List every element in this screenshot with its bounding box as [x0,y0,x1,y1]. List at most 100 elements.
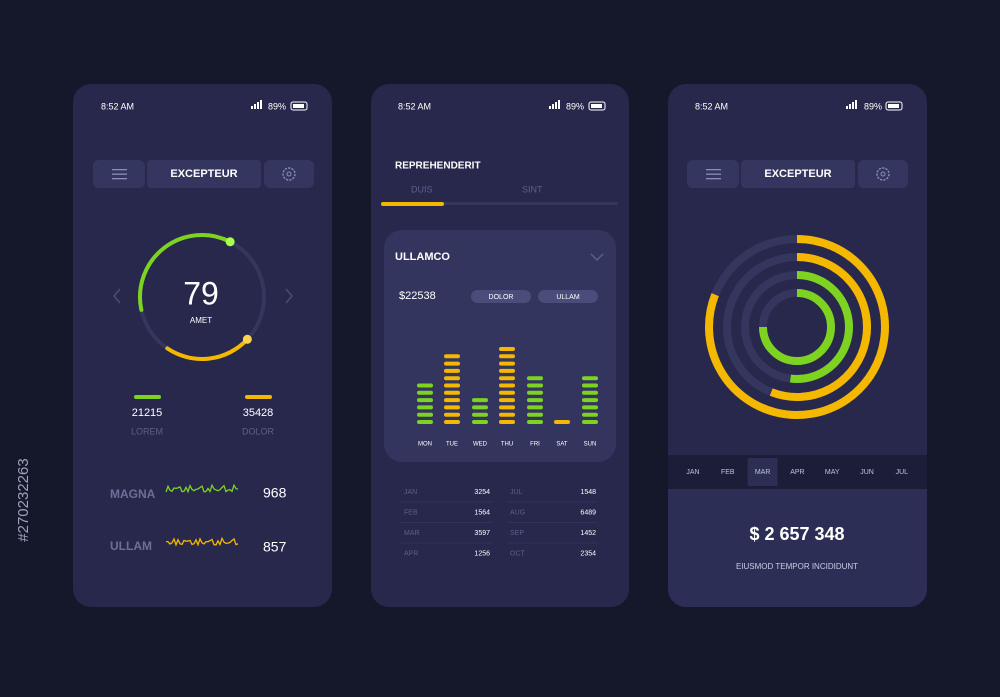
header-bar [741,160,855,188]
month-tab[interactable]: APR [790,469,804,476]
gear-hole [880,171,886,177]
signal-bar [855,100,857,109]
pill[interactable] [471,290,531,303]
month-tab[interactable]: JUL [896,469,909,476]
dropdown-chevron[interactable] [590,253,604,262]
sparkline [165,483,239,494]
table-value: 1452 [580,530,596,537]
stat-label: LOREM [131,426,163,436]
month-tab[interactable]: MAY [825,469,840,476]
signal-bar [251,106,253,109]
month-tab[interactable]: FEB [721,469,735,476]
menu-icon-line [706,173,721,175]
summary-panel [668,489,927,607]
bar-segment [472,398,488,403]
bar-segment [582,390,598,395]
month-tab[interactable]: JAN [686,469,699,476]
table-month: SEP [510,530,524,537]
table-month: JAN [404,489,417,496]
total: $ 2 657 348 [749,524,844,544]
bar-segment [444,376,460,381]
bar-segment [499,420,515,424]
bar [417,383,433,424]
signal-bar [555,102,557,109]
bar-segment [417,420,433,424]
phone [73,84,332,607]
card [384,230,616,462]
month-tab[interactable]: MAR [755,469,771,476]
tab-indicator [381,202,444,206]
bar [472,398,488,424]
stat-label: DOLOR [242,426,275,436]
bar-segment [444,354,460,359]
gauge-dot [242,334,252,344]
pill-label: DOLOR [489,294,514,301]
menu-icon-line [706,178,721,180]
watermark-id: #270232263 [15,458,32,541]
tab[interactable]: DUIS [411,184,433,194]
settings-button[interactable] [264,160,314,188]
gauge-arc [138,233,233,312]
month-strip [668,455,927,489]
bar-segment [444,398,460,403]
tab[interactable]: SINT [522,184,543,194]
status-battery: 89% [864,101,882,111]
sparkline [165,536,239,547]
ring [759,289,835,365]
stat-bar [245,395,272,399]
month-tab[interactable]: JUN [860,469,874,476]
signal-bar [260,100,262,109]
table-month: MAR [404,530,420,537]
next-arrow[interactable] [285,288,293,304]
stat-bar [134,395,161,399]
settings-button[interactable] [858,160,908,188]
bar-segment [527,420,543,424]
signal-bar [552,104,554,109]
bar-segment [472,420,488,424]
bar-segment [417,398,433,403]
bar-segment [499,405,515,410]
bar-segment [444,405,460,410]
prev-arrow[interactable] [113,288,121,304]
bar-segment [472,412,488,417]
bar-segment [444,361,460,366]
signal-bar [558,100,560,109]
bar-segment [417,390,433,395]
bar-segment [499,383,515,388]
table-value: 1564 [474,509,490,516]
bar-segment [582,398,598,403]
bar-segment [417,412,433,417]
signal-bar [852,102,854,109]
bar-segment [444,412,460,417]
card-amount: $22538 [399,290,436,302]
pill[interactable] [538,290,598,303]
status-battery: 89% [268,101,286,111]
signal-bar [549,106,551,109]
table-value: 6489 [580,509,596,516]
row-label: MAGNA [110,487,156,501]
battery-icon [588,101,606,111]
bar [527,376,543,424]
bar-segment [527,405,543,410]
gear-icon [282,167,296,181]
bar-segment [499,354,515,359]
signal-bar [846,106,848,109]
row-label: ULLAM [110,539,152,553]
stat-value: 35428 [243,407,274,419]
status-time: 8:52 AM [695,101,728,111]
header-title: EXCEPTEUR [764,168,831,180]
day-label: THU [501,442,513,448]
row-value: 968 [263,485,287,501]
signal-bar [257,102,259,109]
menu-icon-line [112,173,127,175]
caption: EIUSMOD TEMPOR INCIDIDUNT [736,562,858,571]
bar-segment [417,383,433,388]
battery-level [888,104,899,108]
day-label: FRI [530,442,540,448]
bar-segment [417,405,433,410]
bar [499,347,515,424]
table-value: 2354 [580,550,596,557]
bar-segment [499,412,515,417]
table-value: 3597 [474,530,490,537]
